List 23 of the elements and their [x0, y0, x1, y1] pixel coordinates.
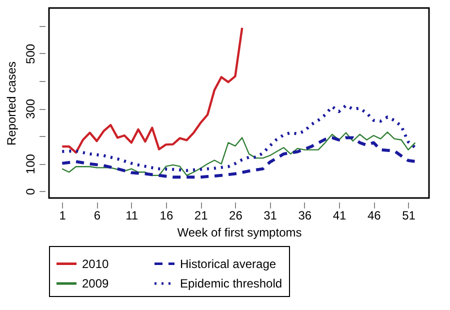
x-tick-label: 31 — [264, 208, 278, 222]
line-series — [61, 26, 244, 154]
x-tick-label: 6 — [94, 208, 101, 222]
x-tick-label: 16 — [160, 208, 174, 222]
y-tick-label: 500 — [24, 44, 38, 64]
x-tick-label: 36 — [298, 208, 312, 222]
y-tick-label: 0 — [24, 188, 38, 195]
line-series — [60, 104, 417, 172]
legend-label: 2010 — [82, 256, 110, 271]
legend-label: 2009 — [82, 276, 110, 290]
x-tick-label: 26 — [229, 208, 243, 222]
x-tick-label: 1 — [59, 208, 66, 222]
x-tick-label: 51 — [402, 208, 416, 222]
x-tick-label: 21 — [194, 208, 208, 222]
legend-label: Epidemic threshold — [180, 276, 282, 290]
y-tick-label: 100 — [24, 154, 38, 174]
x-axis-title: Week of first symptoms — [177, 226, 302, 240]
y-tick-label: 300 — [24, 98, 38, 120]
x-tick-label: 41 — [332, 208, 347, 222]
y-axis-title: Reported cases — [4, 61, 18, 146]
x-tick-label: 46 — [367, 208, 382, 222]
legend-label: Historical average — [180, 256, 276, 271]
x-tick-label: 11 — [126, 208, 138, 222]
